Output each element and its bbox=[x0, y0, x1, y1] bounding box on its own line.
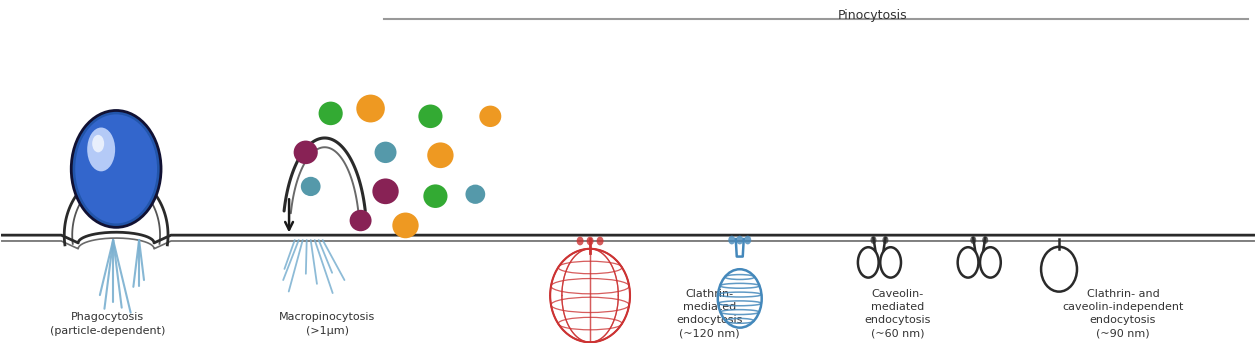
Ellipse shape bbox=[349, 210, 372, 231]
Text: Phagocytosis
(particle-dependent): Phagocytosis (particle-dependent) bbox=[50, 312, 166, 336]
Ellipse shape bbox=[982, 236, 988, 244]
Text: Caveolin-
mediated
endocytosis
(~60 nm): Caveolin- mediated endocytosis (~60 nm) bbox=[864, 289, 931, 338]
Ellipse shape bbox=[423, 184, 447, 208]
Ellipse shape bbox=[301, 177, 320, 196]
Ellipse shape bbox=[736, 236, 744, 244]
Ellipse shape bbox=[87, 127, 116, 171]
Ellipse shape bbox=[427, 143, 453, 168]
Ellipse shape bbox=[75, 114, 157, 224]
Ellipse shape bbox=[374, 142, 397, 163]
Ellipse shape bbox=[745, 236, 751, 244]
Ellipse shape bbox=[466, 185, 485, 204]
Ellipse shape bbox=[870, 236, 877, 244]
Ellipse shape bbox=[392, 213, 418, 238]
Ellipse shape bbox=[92, 135, 104, 152]
Text: Clathrin-
mediated
endocytosis
(~120 nm): Clathrin- mediated endocytosis (~120 nm) bbox=[676, 289, 742, 338]
Ellipse shape bbox=[480, 106, 501, 127]
Ellipse shape bbox=[294, 140, 318, 164]
Ellipse shape bbox=[72, 111, 161, 227]
Text: Clathrin- and
caveolin-independent
endocytosis
(~90 nm): Clathrin- and caveolin-independent endoc… bbox=[1063, 289, 1183, 338]
Text: Pinocytosis: Pinocytosis bbox=[838, 9, 907, 22]
Ellipse shape bbox=[597, 237, 604, 245]
Ellipse shape bbox=[319, 101, 343, 125]
Ellipse shape bbox=[970, 236, 976, 244]
Ellipse shape bbox=[577, 237, 584, 245]
Ellipse shape bbox=[418, 105, 442, 128]
Ellipse shape bbox=[883, 236, 888, 244]
Ellipse shape bbox=[357, 95, 384, 122]
Text: Macropinocytosis
(>1μm): Macropinocytosis (>1μm) bbox=[279, 312, 376, 336]
Ellipse shape bbox=[728, 236, 735, 244]
Ellipse shape bbox=[372, 178, 398, 204]
Ellipse shape bbox=[587, 237, 594, 245]
